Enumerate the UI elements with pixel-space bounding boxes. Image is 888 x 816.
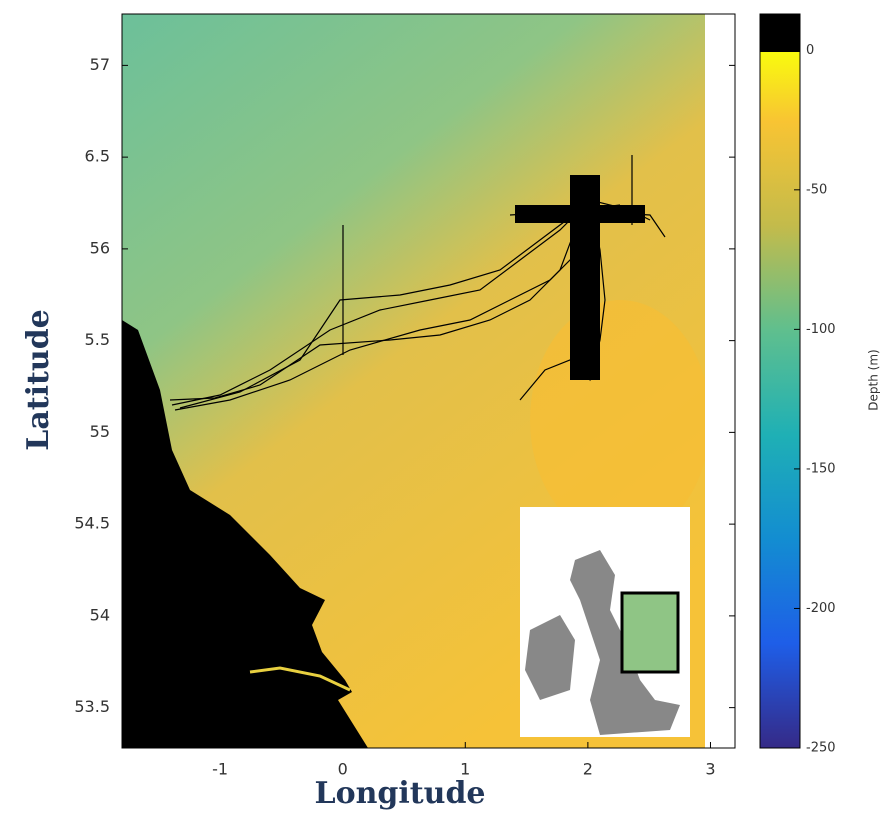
colorbar-tick-label: -150 bbox=[806, 461, 836, 476]
map-area bbox=[121, 13, 736, 749]
plot-frame bbox=[121, 13, 736, 749]
x-tick-label: 3 bbox=[705, 760, 715, 779]
y-axis-title: Latitude bbox=[21, 309, 56, 451]
track-cluster bbox=[515, 205, 645, 223]
x-tick-label: 2 bbox=[583, 760, 593, 779]
blank-strip bbox=[705, 14, 735, 748]
x-tick-label: 1 bbox=[460, 760, 470, 779]
y-tick-label: 57 bbox=[90, 55, 110, 74]
y-tick-label: 53.5 bbox=[74, 697, 110, 716]
x-tick-label: -1 bbox=[212, 760, 228, 779]
colorbar-tick-label: -250 bbox=[806, 741, 836, 756]
tracks bbox=[169, 155, 666, 411]
inset-land bbox=[525, 615, 575, 700]
y-tick-label: 54 bbox=[90, 605, 110, 624]
y-tick-label: 55 bbox=[90, 422, 110, 441]
y-tick-label: 56 bbox=[90, 238, 110, 257]
colorbar-tick-label: -50 bbox=[806, 182, 827, 197]
estuary bbox=[249, 666, 351, 692]
y-tick-label: 6.5 bbox=[85, 147, 110, 166]
land bbox=[122, 320, 368, 748]
colorbar-land bbox=[760, 14, 800, 52]
colorbar-tick-label: 0 bbox=[806, 43, 814, 58]
colorbar-tick-label: -200 bbox=[806, 601, 836, 616]
shallow-area bbox=[530, 300, 710, 540]
y-tick-label: 54.5 bbox=[74, 514, 110, 533]
inset-map bbox=[520, 507, 690, 737]
colorbar-title: Depth (m) bbox=[867, 349, 881, 410]
x-tick-label: 0 bbox=[338, 760, 348, 779]
colorbar-tick-label: -100 bbox=[806, 322, 836, 337]
colorbar bbox=[760, 52, 800, 748]
colorbar-frame bbox=[759, 13, 801, 749]
inset-box bbox=[620, 591, 680, 674]
y-tick-label: 5.5 bbox=[85, 330, 110, 349]
x-axis-title: Longitude bbox=[314, 776, 485, 811]
